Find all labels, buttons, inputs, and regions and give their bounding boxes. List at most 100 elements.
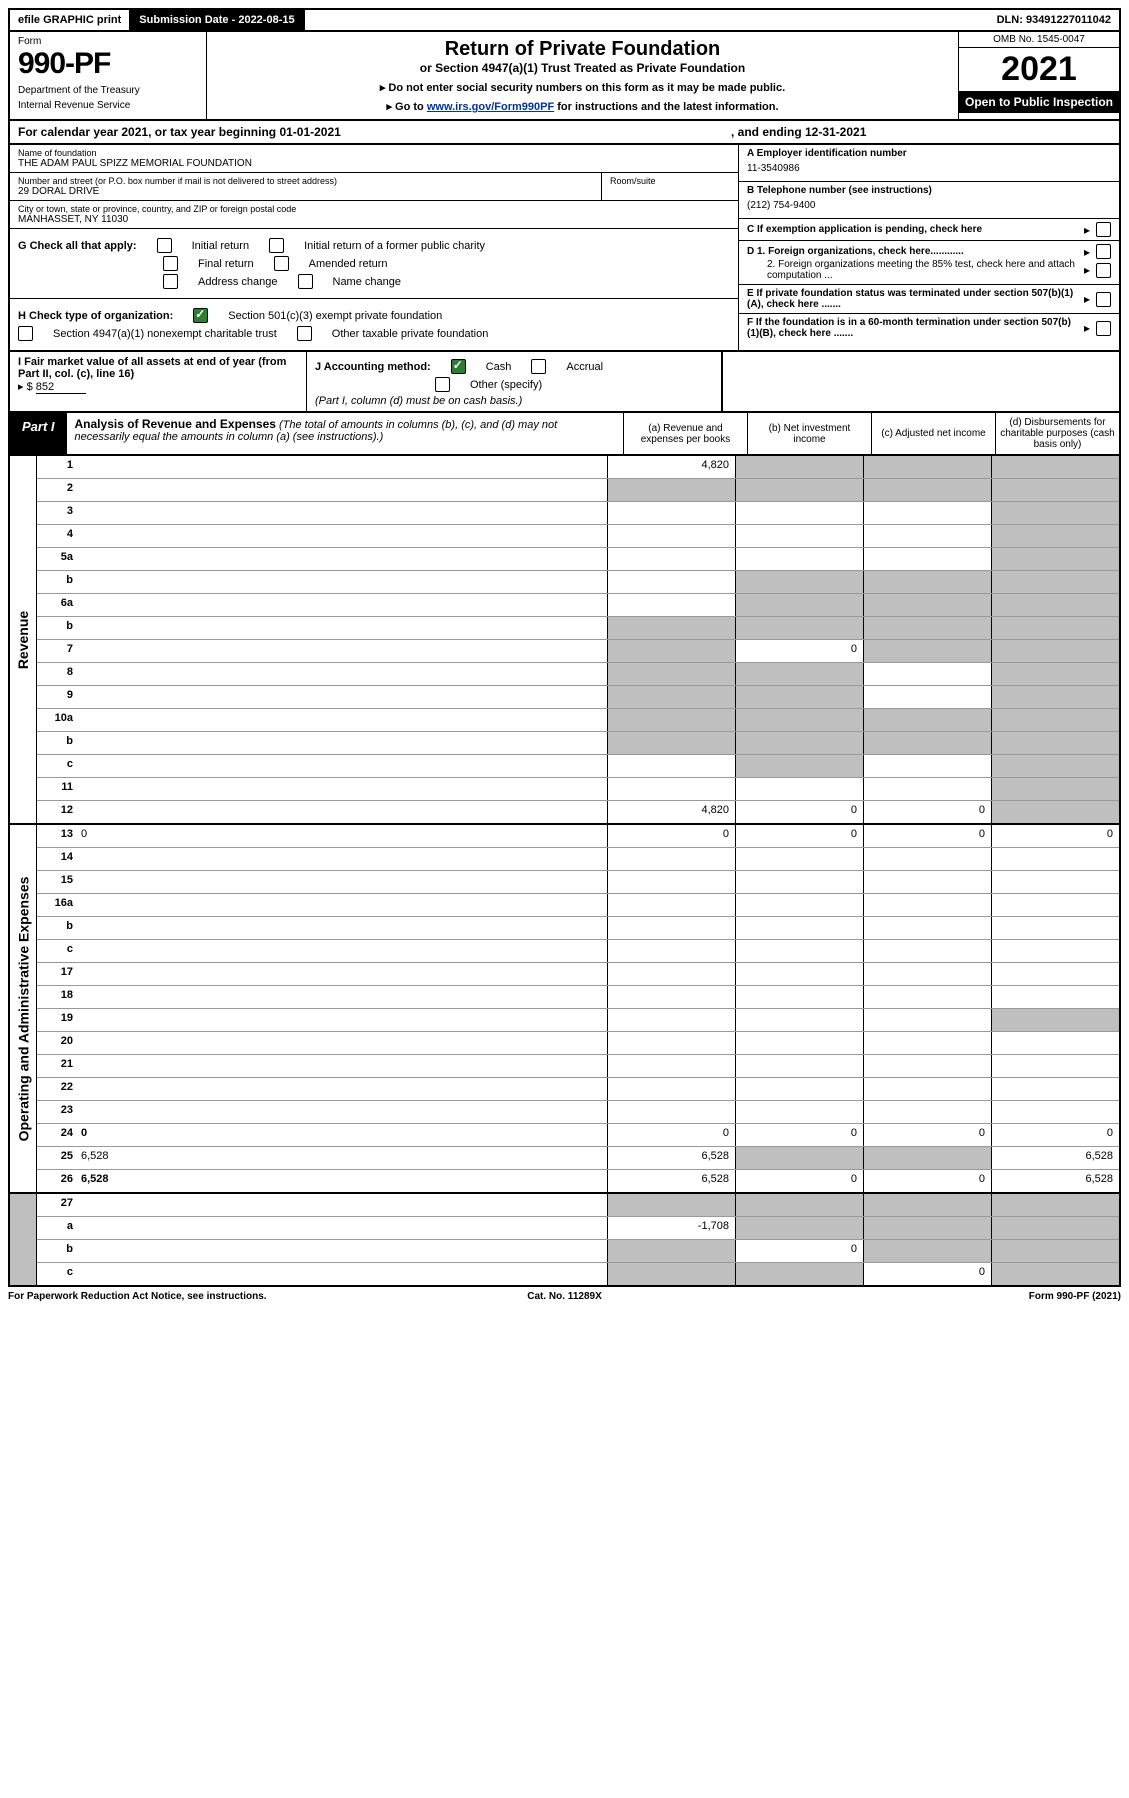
col-a: (a) Revenue and expenses per books <box>623 413 747 454</box>
table-row: 16a <box>37 894 1119 917</box>
header-left: Form 990-PF Department of the Treasury I… <box>10 32 207 119</box>
cell-a <box>607 732 735 754</box>
row-num: c <box>37 940 77 962</box>
table-row: 23 <box>37 1101 1119 1124</box>
cell-d <box>991 456 1119 478</box>
section-j: J Accounting method: Cash Accrual Other … <box>307 352 722 411</box>
cell-b: 0 <box>735 801 863 823</box>
check-other-method[interactable] <box>435 377 450 392</box>
row-desc: 6,528 <box>77 1147 607 1169</box>
cell-c: 0 <box>863 1124 991 1146</box>
check-amended[interactable] <box>274 256 289 271</box>
expenses-body: 1300000141516abc171819202122232400000256… <box>37 825 1119 1192</box>
table-row: 256,5286,5286,528 <box>37 1147 1119 1170</box>
cell-c <box>863 709 991 731</box>
check-f[interactable] <box>1096 321 1111 336</box>
table-row: 17 <box>37 963 1119 986</box>
check-initial-former[interactable] <box>269 238 284 253</box>
bottom-table: 27a-1,708b0c0 <box>8 1194 1121 1287</box>
row-num: 6a <box>37 594 77 616</box>
row-num: 17 <box>37 963 77 985</box>
row-desc <box>77 1078 607 1100</box>
check-e[interactable] <box>1096 292 1111 307</box>
cell-c <box>863 917 991 939</box>
row-desc <box>77 848 607 870</box>
cell-d <box>991 709 1119 731</box>
foundation-name-cell: Name of foundation THE ADAM PAUL SPIZZ M… <box>10 145 738 173</box>
table-row: 5a <box>37 548 1119 571</box>
table-row: 6a <box>37 594 1119 617</box>
revenue-table: Revenue 14,8202345ab6ab708910abc11124,82… <box>8 456 1121 825</box>
table-row: 1300000 <box>37 825 1119 848</box>
check-c[interactable] <box>1096 222 1111 237</box>
check-addr-change[interactable] <box>163 274 178 289</box>
table-row: b <box>37 732 1119 755</box>
cell-c <box>863 778 991 800</box>
table-row: 14 <box>37 848 1119 871</box>
cell-b <box>735 1055 863 1077</box>
footer-left: For Paperwork Reduction Act Notice, see … <box>8 1291 379 1302</box>
cell-b <box>735 686 863 708</box>
row-num: 11 <box>37 778 77 800</box>
irs-link[interactable]: www.irs.gov/Form990PF <box>427 101 554 113</box>
cell-d: 0 <box>991 1124 1119 1146</box>
check-4947[interactable] <box>18 326 33 341</box>
row-desc: 6,528 <box>77 1170 607 1192</box>
check-accrual[interactable] <box>531 359 546 374</box>
cell-c <box>863 1217 991 1239</box>
row-desc <box>77 709 607 731</box>
cell-c <box>863 894 991 916</box>
check-d2[interactable] <box>1096 263 1111 278</box>
check-501c3[interactable] <box>193 308 208 323</box>
cell-b <box>735 894 863 916</box>
cell-c <box>863 848 991 870</box>
cell-a <box>607 548 735 570</box>
cell-b <box>735 571 863 593</box>
f-cell: F If the foundation is in a 60-month ter… <box>739 314 1119 342</box>
cell-a <box>607 1078 735 1100</box>
header-right: OMB No. 1545-0047 2021 Open to Public In… <box>958 32 1119 119</box>
cell-b <box>735 1263 863 1285</box>
check-cash[interactable] <box>451 359 466 374</box>
check-d1[interactable] <box>1096 244 1111 259</box>
check-final[interactable] <box>163 256 178 271</box>
cell-a <box>607 502 735 524</box>
row-num: 25 <box>37 1147 77 1169</box>
efile-label[interactable]: efile GRAPHIC print <box>10 10 131 30</box>
table-row: b <box>37 917 1119 940</box>
cell-c <box>863 963 991 985</box>
check-initial[interactable] <box>157 238 172 253</box>
page-footer: For Paperwork Reduction Act Notice, see … <box>8 1287 1121 1306</box>
revenue-body: 14,8202345ab6ab708910abc11124,82000 <box>37 456 1119 823</box>
row-num: b <box>37 617 77 639</box>
table-row: 21 <box>37 1055 1119 1078</box>
row-num: 9 <box>37 686 77 708</box>
row-num: 15 <box>37 871 77 893</box>
spacer <box>305 16 989 24</box>
cell-b: 0 <box>735 825 863 847</box>
cell-c <box>863 871 991 893</box>
cell-d <box>991 1263 1119 1285</box>
cell-b <box>735 525 863 547</box>
cell-d <box>991 963 1119 985</box>
check-other-taxable[interactable] <box>297 326 312 341</box>
cell-a <box>607 617 735 639</box>
expenses-side-label: Operating and Administrative Expenses <box>10 825 37 1192</box>
row-num: 26 <box>37 1170 77 1192</box>
d-cell: D 1. Foreign organizations, check here..… <box>739 241 1119 285</box>
cell-a <box>607 778 735 800</box>
check-name-change[interactable] <box>298 274 313 289</box>
cell-b <box>735 617 863 639</box>
cell-a <box>607 940 735 962</box>
cell-a <box>607 1032 735 1054</box>
row-desc <box>77 801 607 823</box>
entity-left: Name of foundation THE ADAM PAUL SPIZZ M… <box>10 145 738 350</box>
cell-a <box>607 894 735 916</box>
cell-b <box>735 1101 863 1123</box>
row-num: 21 <box>37 1055 77 1077</box>
cell-b <box>735 732 863 754</box>
cell-d <box>991 1055 1119 1077</box>
table-row: 10a <box>37 709 1119 732</box>
dept-treasury: Department of the Treasury <box>18 85 198 96</box>
row-num: 7 <box>37 640 77 662</box>
